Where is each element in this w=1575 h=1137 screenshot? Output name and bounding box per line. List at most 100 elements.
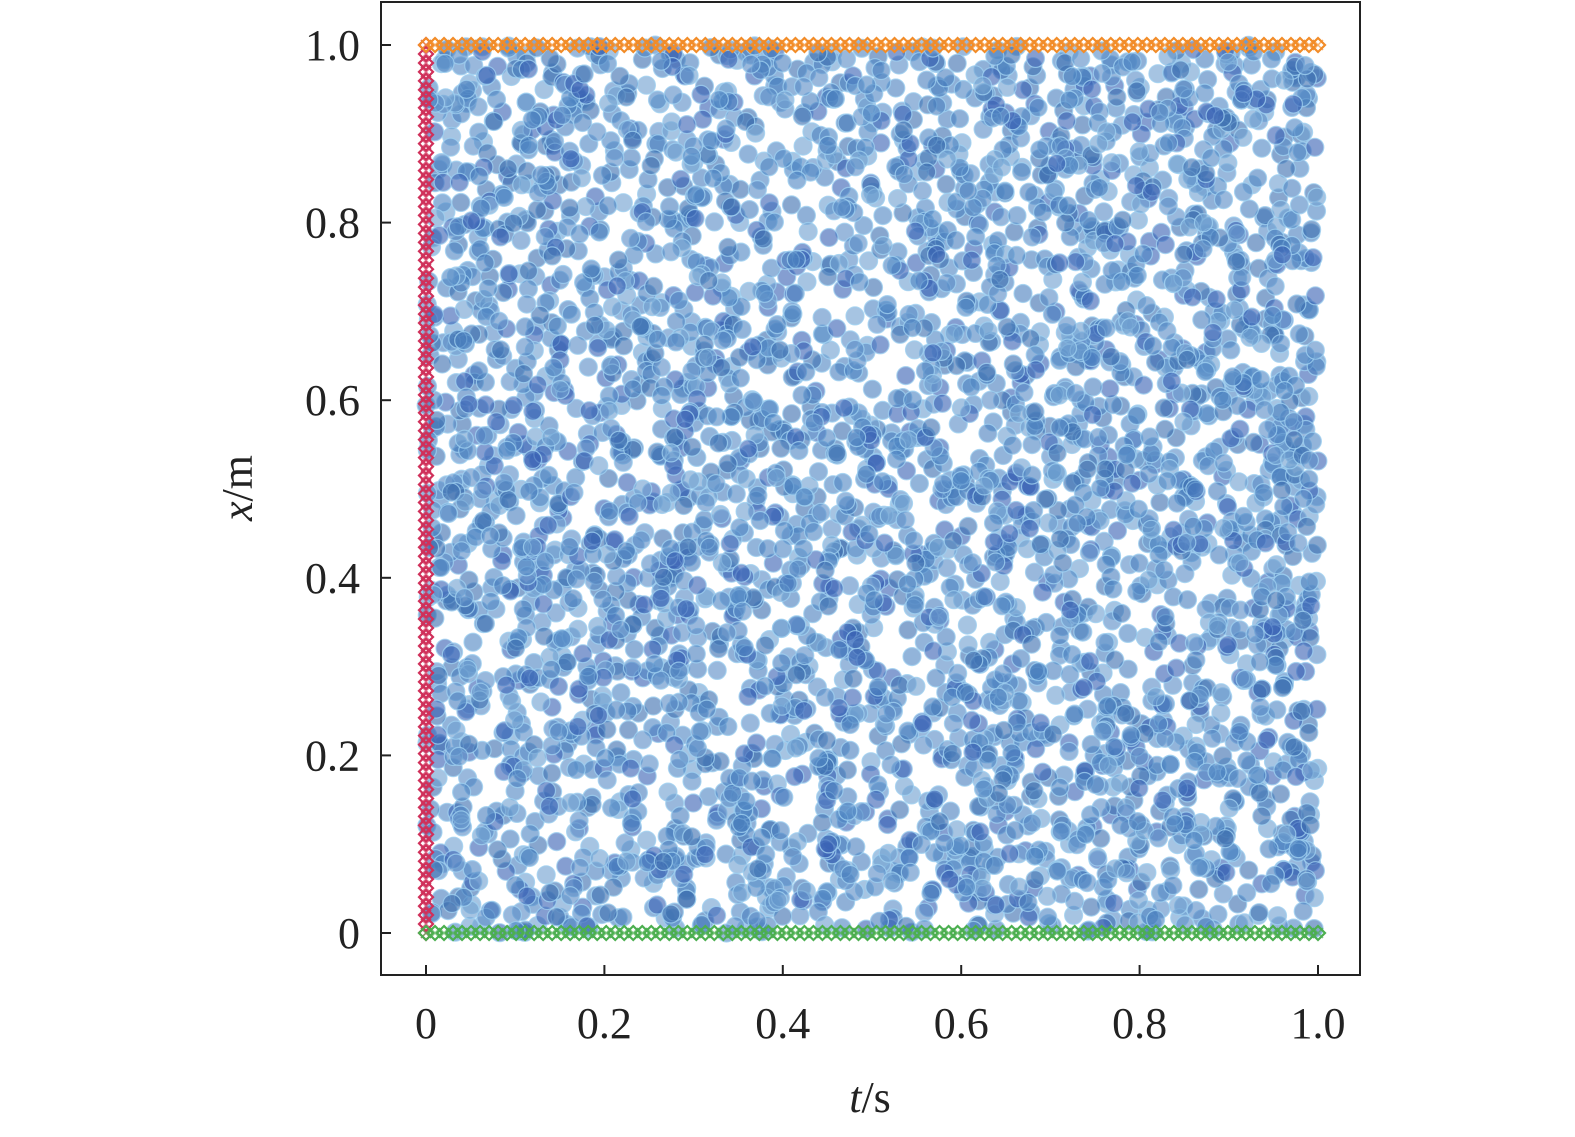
interior-point xyxy=(859,524,879,544)
interior-point xyxy=(687,738,708,758)
interior-point xyxy=(1129,778,1149,798)
interior-point xyxy=(687,575,707,595)
interior-point xyxy=(551,334,571,354)
interior-point xyxy=(519,481,539,501)
interior-point xyxy=(1093,721,1113,741)
interior-point xyxy=(906,676,926,696)
interior-point xyxy=(651,51,671,71)
interior-point xyxy=(838,801,858,821)
interior-point xyxy=(1299,386,1319,407)
interior-point xyxy=(1127,81,1147,101)
interior-point xyxy=(1082,79,1102,99)
interior-point xyxy=(993,664,1013,684)
interior-point xyxy=(1233,127,1253,147)
x-tick-label: 0.8 xyxy=(1112,999,1167,1048)
interior-point xyxy=(1104,737,1124,757)
interior-point xyxy=(706,905,727,926)
interior-point xyxy=(1024,781,1044,801)
interior-point xyxy=(452,541,472,561)
interior-point xyxy=(1180,691,1200,711)
interior-point xyxy=(595,748,616,768)
y-axis-label-unit: /m xyxy=(213,455,262,501)
interior-point xyxy=(1087,847,1108,867)
interior-point xyxy=(569,224,590,244)
interior-point xyxy=(674,864,694,884)
interior-point xyxy=(1185,479,1205,499)
interior-point xyxy=(498,490,518,510)
interior-point xyxy=(706,407,727,427)
y-tick-label: 0 xyxy=(338,909,360,958)
interior-point xyxy=(1081,734,1101,755)
interior-point xyxy=(1122,52,1142,72)
interior-point xyxy=(1039,288,1059,308)
interior-point xyxy=(588,338,608,358)
interior-point xyxy=(783,304,803,324)
interior-point xyxy=(1213,390,1233,410)
interior-point xyxy=(1025,846,1045,866)
interior-point xyxy=(588,616,608,636)
interior-point xyxy=(1133,375,1154,395)
interior-point xyxy=(547,831,567,852)
interior-point xyxy=(1177,590,1198,610)
interior-point xyxy=(1272,245,1292,265)
interior-point xyxy=(833,472,853,493)
interior-point xyxy=(1233,506,1254,527)
interior-point xyxy=(1077,872,1097,893)
interior-point xyxy=(548,722,569,742)
y-tick-label: 0.6 xyxy=(305,376,360,425)
interior-point xyxy=(1103,579,1123,599)
interior-point xyxy=(1300,815,1320,835)
interior-point xyxy=(1129,553,1149,573)
interior-point xyxy=(1080,291,1101,311)
interior-point xyxy=(1267,906,1288,926)
interior-point xyxy=(1062,66,1082,87)
interior-point xyxy=(923,343,943,363)
interior-point xyxy=(560,198,580,218)
interior-point xyxy=(690,721,710,742)
interior-point xyxy=(748,859,768,879)
interior-point xyxy=(1274,70,1294,90)
interior-point xyxy=(598,93,619,114)
interior-point xyxy=(589,222,609,242)
interior-point xyxy=(893,120,914,140)
interior-point xyxy=(1109,773,1130,793)
interior-point xyxy=(527,200,547,220)
interior-point xyxy=(718,454,738,474)
interior-point xyxy=(531,165,551,185)
interior-point xyxy=(836,491,856,511)
interior-point xyxy=(923,373,943,394)
interior-point xyxy=(926,244,947,265)
interior-point xyxy=(1002,743,1022,763)
interior-point xyxy=(1237,883,1257,903)
interior-point xyxy=(540,883,560,903)
interior-point xyxy=(1286,661,1306,682)
interior-point xyxy=(710,504,731,525)
interior-point xyxy=(536,780,557,801)
interior-point xyxy=(1182,287,1203,307)
interior-point xyxy=(912,181,933,201)
interior-point xyxy=(994,720,1014,741)
interior-point xyxy=(541,427,561,447)
interior-point xyxy=(518,59,539,79)
interior-point xyxy=(559,537,580,557)
interior-point xyxy=(1295,55,1315,76)
interior-point xyxy=(832,197,852,218)
interior-point xyxy=(787,170,807,190)
interior-point xyxy=(1141,182,1162,202)
interior-point xyxy=(1214,453,1234,473)
interior-point xyxy=(560,793,581,813)
interior-point xyxy=(1103,395,1123,415)
interior-point xyxy=(1005,820,1025,841)
interior-point xyxy=(900,862,920,882)
interior-point xyxy=(476,805,497,826)
interior-point xyxy=(812,812,832,833)
interior-point xyxy=(921,883,941,903)
interior-point xyxy=(894,776,915,797)
interior-point xyxy=(1043,724,1063,744)
interior-point xyxy=(488,840,508,860)
interior-point xyxy=(909,473,930,494)
interior-point xyxy=(481,591,501,612)
y-axis-label-var: x xyxy=(213,501,262,522)
interior-point xyxy=(544,358,564,378)
interior-point xyxy=(1234,83,1254,104)
